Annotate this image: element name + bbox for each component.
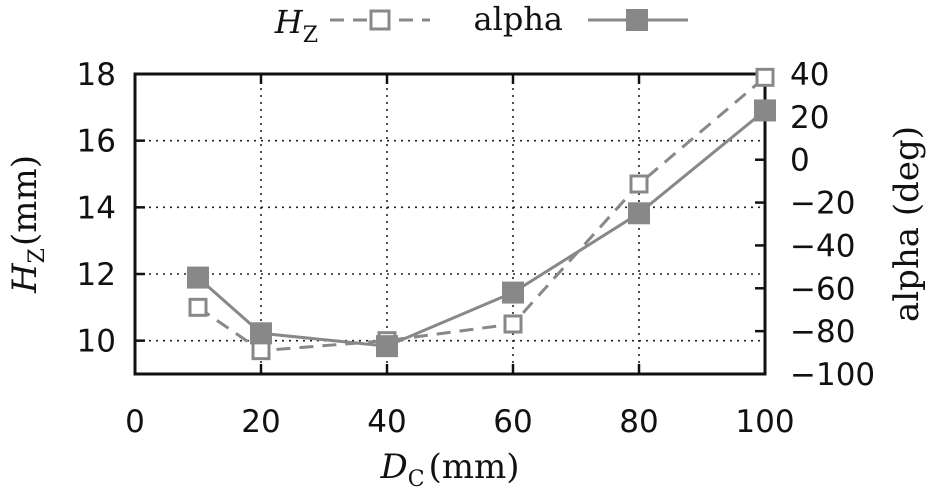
data-point	[376, 335, 398, 358]
series-layer	[187, 67, 776, 361]
x-axis-label: DC (mm)	[379, 447, 519, 492]
data-point	[502, 281, 524, 304]
x-tick-label: 80	[619, 404, 658, 440]
y-tick-label-right: 0	[790, 143, 810, 179]
data-point	[754, 99, 776, 122]
y-axis-label-left: HZ(mm)	[5, 155, 50, 294]
y-tick-label-right: −60	[790, 271, 855, 307]
data-point	[628, 202, 650, 225]
data-point	[503, 314, 523, 334]
y-tick-label-right: 40	[790, 57, 829, 93]
grid	[135, 74, 765, 374]
y-tick-label-left: 12	[77, 257, 116, 293]
y-tick-label-right: −20	[790, 186, 855, 222]
data-point	[755, 67, 775, 87]
legend-label-hz: HZ	[274, 3, 318, 48]
legend-label-alpha: alpha	[474, 0, 563, 38]
y-tick-label-left: 16	[77, 124, 116, 160]
legend: HZ alpha	[274, 0, 688, 48]
ticks: 0 20 40 60 80 100 10 12 14 16 18 −100 −80 −60 −40 −20 0 2…	[77, 57, 876, 440]
y-axis-label-right: alpha (deg)	[887, 126, 927, 322]
legend-marker-hz	[369, 9, 391, 31]
y-tick-label-right: 20	[790, 100, 829, 136]
x-tick-label: 0	[125, 404, 145, 440]
y-tick-label-right: −40	[790, 228, 855, 264]
y-tick-label-left: 10	[77, 324, 116, 360]
y-tick-label-left: 14	[77, 190, 116, 226]
y-tick-label-right: −100	[790, 357, 875, 393]
data-point	[188, 297, 208, 317]
data-point	[251, 341, 271, 361]
x-tick-label: 100	[735, 404, 794, 440]
series-line-1	[197, 109, 766, 348]
y-tick-label-right: −80	[790, 314, 855, 350]
y-tick-label-left: 18	[77, 57, 116, 93]
x-tick-label: 20	[241, 404, 280, 440]
series-line-0	[197, 76, 766, 353]
plot-frame	[133, 72, 767, 376]
x-tick-label: 60	[493, 404, 532, 440]
data-point	[250, 322, 272, 345]
data-point	[187, 266, 209, 289]
data-point	[629, 174, 649, 194]
legend-marker-alpha	[626, 9, 648, 31]
x-tick-label: 40	[367, 404, 406, 440]
